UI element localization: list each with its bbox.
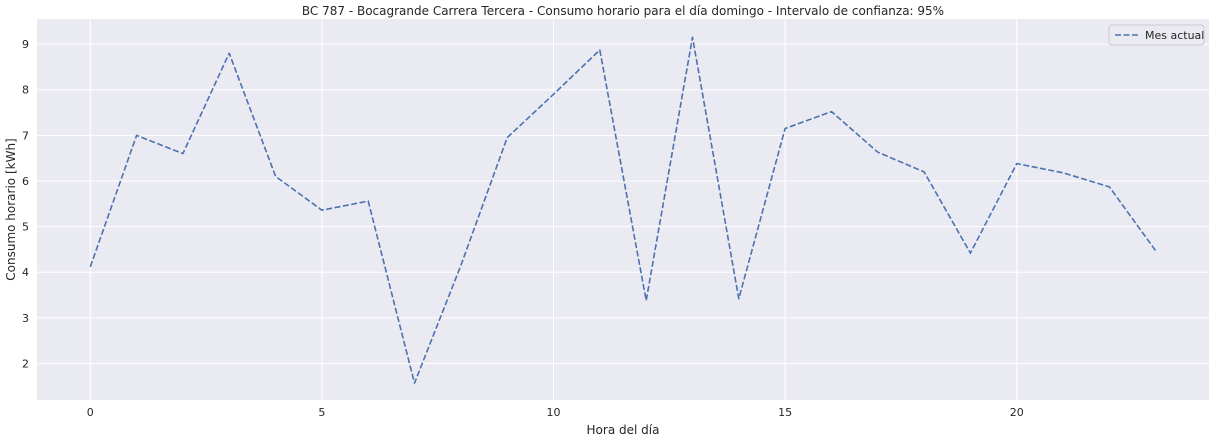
y-tick-labels: 2 3 4 5 6 7 8 9 — [22, 38, 29, 370]
y-tick-label: 9 — [22, 38, 29, 51]
y-tick-label: 6 — [22, 175, 29, 188]
y-tick-label: 3 — [22, 312, 29, 325]
y-tick-label: 2 — [22, 357, 29, 370]
plot-background — [37, 19, 1209, 400]
chart-title: BC 787 - Bocagrande Carrera Tercera - Co… — [302, 4, 944, 18]
series-group — [89, 36, 1157, 384]
y-tick-label: 7 — [22, 129, 29, 142]
legend-label: Mes actual — [1145, 29, 1204, 42]
y-axis-label: Consumo horario [kWh] — [4, 138, 18, 280]
legend-box — [1108, 24, 1205, 46]
grid-lines — [37, 19, 1209, 400]
x-axis-label: Hora del día — [587, 423, 660, 437]
x-tick-label: 15 — [778, 406, 792, 419]
x-tick-label: 0 — [87, 406, 94, 419]
y-tick-label: 5 — [22, 221, 29, 234]
legend: Mes actual — [1108, 24, 1205, 46]
x-tick-label: 10 — [547, 406, 561, 419]
x-tick-labels: 0 5 10 15 20 — [87, 406, 1024, 419]
y-tick-label: 8 — [22, 84, 29, 97]
x-tick-label: 20 — [1010, 406, 1024, 419]
y-tick-label: 4 — [22, 266, 29, 279]
series-line-mes-actual — [89, 36, 1157, 384]
x-tick-label: 5 — [318, 406, 325, 419]
